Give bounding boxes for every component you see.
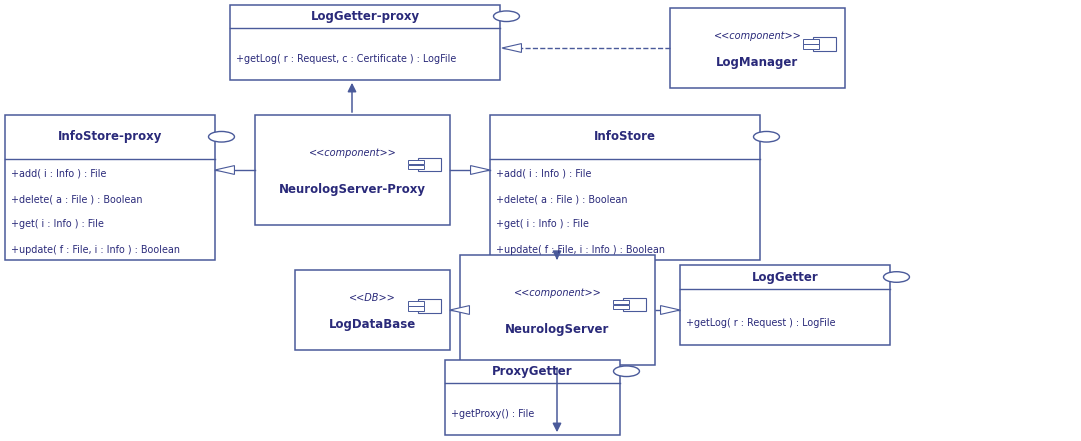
- Bar: [409, 165, 424, 169]
- Polygon shape: [215, 165, 235, 174]
- Text: +get( i : Info ) : File: +get( i : Info ) : File: [496, 220, 589, 229]
- Bar: [614, 299, 629, 304]
- Polygon shape: [470, 165, 490, 174]
- Bar: [409, 306, 424, 311]
- Bar: [614, 305, 629, 309]
- Text: +delete( a : File ) : Boolean: +delete( a : File ) : Boolean: [12, 194, 143, 204]
- Text: LogGetter: LogGetter: [751, 270, 818, 284]
- Text: +update( f : File, i : Info ) : Boolean: +update( f : File, i : Info ) : Boolean: [496, 245, 666, 255]
- Bar: [461, 255, 655, 365]
- Bar: [803, 45, 818, 49]
- Text: +add( i : Info ) : File: +add( i : Info ) : File: [496, 169, 592, 179]
- Polygon shape: [660, 306, 680, 314]
- Bar: [490, 115, 760, 260]
- Text: +getProxy() : File: +getProxy() : File: [452, 409, 535, 419]
- Bar: [803, 39, 818, 44]
- Text: <<component>>: <<component>>: [308, 149, 397, 158]
- Text: <<component>>: <<component>>: [713, 31, 801, 41]
- Text: <<component>>: <<component>>: [513, 288, 601, 299]
- Text: +getLog( r : Request ) : LogFile: +getLog( r : Request ) : LogFile: [686, 318, 836, 328]
- Text: InfoStore-proxy: InfoStore-proxy: [57, 130, 162, 143]
- Polygon shape: [450, 306, 469, 314]
- Bar: [230, 5, 501, 80]
- Bar: [670, 8, 845, 88]
- Bar: [409, 301, 424, 306]
- Text: NeurologServer-Proxy: NeurologServer-Proxy: [279, 183, 426, 196]
- Circle shape: [209, 131, 235, 142]
- Text: <<DB>>: <<DB>>: [349, 293, 396, 303]
- Text: +add( i : Info ) : File: +add( i : Info ) : File: [12, 169, 107, 179]
- Bar: [255, 115, 450, 225]
- Bar: [409, 160, 424, 164]
- Bar: [295, 270, 450, 350]
- Bar: [445, 360, 620, 435]
- Text: ProxyGetter: ProxyGetter: [492, 365, 573, 378]
- Text: +get( i : Info ) : File: +get( i : Info ) : File: [12, 220, 105, 229]
- Text: InfoStore: InfoStore: [593, 130, 656, 143]
- Bar: [417, 158, 441, 171]
- Bar: [813, 37, 837, 51]
- Bar: [5, 115, 215, 260]
- Text: +delete( a : File ) : Boolean: +delete( a : File ) : Boolean: [496, 194, 628, 204]
- Polygon shape: [502, 44, 521, 52]
- Circle shape: [883, 272, 909, 282]
- Circle shape: [753, 131, 779, 142]
- Text: +update( f : File, i : Info ) : Boolean: +update( f : File, i : Info ) : Boolean: [12, 245, 181, 255]
- Bar: [680, 265, 890, 345]
- Text: +getLog( r : Request, c : Certificate ) : LogFile: +getLog( r : Request, c : Certificate ) …: [237, 54, 457, 64]
- Bar: [623, 298, 646, 311]
- Text: LogDataBase: LogDataBase: [329, 318, 416, 331]
- Circle shape: [614, 366, 640, 377]
- Bar: [417, 299, 441, 313]
- Circle shape: [494, 11, 520, 22]
- Text: LogManager: LogManager: [717, 56, 799, 69]
- Text: LogGetter-proxy: LogGetter-proxy: [310, 10, 419, 23]
- Text: NeurologServer: NeurologServer: [505, 323, 610, 336]
